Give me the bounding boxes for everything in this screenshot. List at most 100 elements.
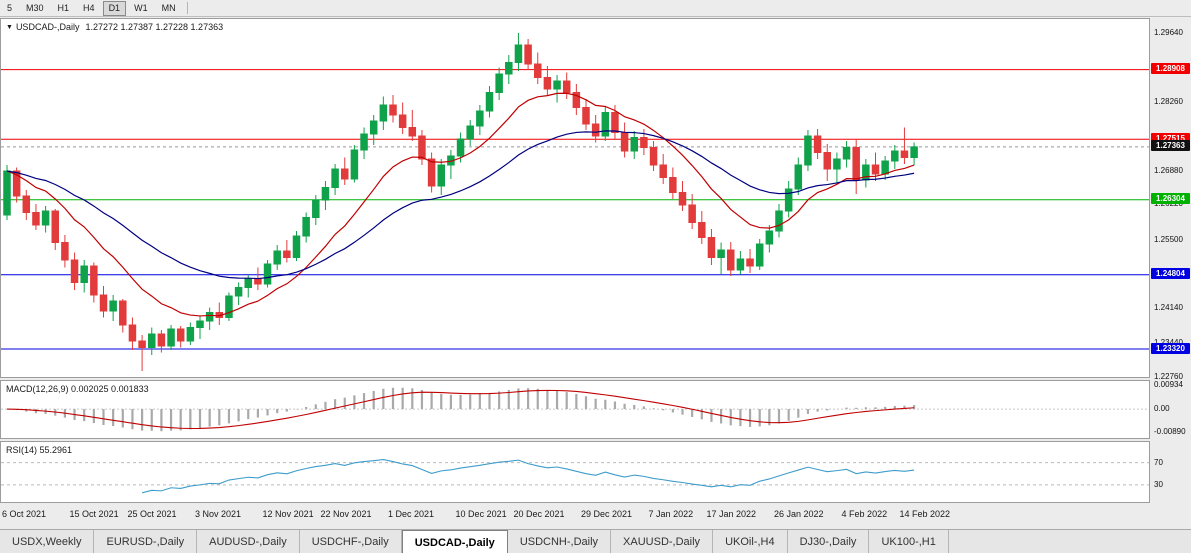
candle-body: [312, 199, 320, 218]
candle-body: [128, 324, 137, 342]
chart-tab-eurusd-daily[interactable]: EURUSD-,Daily: [94, 530, 198, 553]
candle-body: [369, 120, 378, 135]
candle-body: [398, 114, 407, 128]
candle-body: [80, 265, 88, 283]
candle-body: [640, 137, 648, 148]
ma-slow-line: [6, 130, 915, 280]
candle-body: [109, 300, 117, 312]
timeframe-button-mn[interactable]: MN: [161, 2, 176, 13]
candle-body: [22, 195, 31, 213]
timeframe-button-5[interactable]: 5: [7, 2, 13, 13]
candle-body: [418, 135, 426, 160]
level-badge-1.24804: 1.24804: [1151, 268, 1190, 280]
timeframe-button-m30[interactable]: M30: [26, 2, 44, 13]
date-label-17-jan-2022: 17 Jan 2022: [706, 509, 756, 519]
level-badge-1.28908: 1.28908: [1151, 63, 1190, 75]
candle-body: [90, 265, 98, 296]
timeframe-button-d1[interactable]: D1: [102, 0, 127, 16]
candle-body: [408, 127, 417, 137]
symbol-period-label: USDCAD-,Daily: [15, 22, 80, 32]
candle-body: [553, 80, 561, 90]
chart-tab-usdcnh-daily[interactable]: USDCNH-,Daily: [508, 530, 612, 553]
chart-tab-usdx-weekly[interactable]: USDX,Weekly: [0, 530, 95, 553]
date-label-20-dec-2021: 20 Dec 2021: [513, 509, 565, 519]
chart-tab-dj30-daily[interactable]: DJ30-,Daily: [788, 530, 870, 553]
candle-body: [727, 249, 735, 271]
macd-chart[interactable]: [1, 381, 1149, 438]
candle-body: [302, 217, 310, 237]
candle-body: [176, 328, 185, 342]
chart-tab-xauusd-daily[interactable]: XAUUSD-,Daily: [611, 530, 714, 553]
candle-body: [736, 258, 745, 271]
candle-body: [804, 135, 812, 166]
candle-body: [910, 146, 918, 158]
candle-body: [698, 222, 706, 238]
macd-histogram: [15, 387, 916, 432]
rsi-panel[interactable]: RSI(14) 55.2961: [0, 441, 1150, 503]
candle-body: [707, 237, 716, 258]
date-label-12-nov-2021: 12 Nov 2021: [262, 509, 314, 519]
candle-body: [12, 170, 21, 197]
price-tick-1.29640: 1.29640: [1154, 28, 1183, 37]
time-axis[interactable]: 6 Oct 2021 15 Oct 2021 25 Oct 2021 3 Nov 20…: [0, 505, 1150, 527]
candle-body: [157, 333, 166, 347]
macd-tick--0.00890: -0.00890: [1154, 427, 1186, 436]
chart-tab-usdchf-daily[interactable]: USDCHF-,Daily: [300, 530, 402, 553]
date-label-10-dec-2021: 10 Dec 2021: [455, 509, 507, 519]
candle-body: [331, 168, 339, 188]
price-tick-1.26220: 1.26220: [1154, 199, 1183, 208]
candle-body: [678, 192, 687, 206]
current-price-badge: 1.27363: [1151, 140, 1190, 152]
candle-body: [842, 147, 851, 160]
candlestick-chart[interactable]: [1, 19, 1149, 377]
candle-body: [514, 44, 523, 63]
candle-body: [32, 212, 40, 226]
date-label-25-oct-2021: 25 Oct 2021: [127, 509, 177, 519]
timeframe-button-h4[interactable]: H4: [83, 2, 95, 13]
date-label-3-nov-2021: 3 Nov 2021: [195, 509, 242, 519]
candle-body: [244, 278, 252, 288]
timeframe-button-w1[interactable]: W1: [134, 2, 148, 13]
candle-body: [389, 104, 397, 116]
candle-body: [794, 164, 803, 190]
candle-body: [61, 242, 69, 261]
rsi-chart[interactable]: [1, 442, 1149, 502]
candle-body: [321, 187, 330, 201]
price-tick-1.24140: 1.24140: [1154, 303, 1183, 312]
candle-body: [630, 137, 638, 152]
candle-body: [582, 107, 590, 125]
chart-tab-usdcad-daily[interactable]: USDCAD-,Daily: [401, 530, 508, 553]
rsi-line: [141, 459, 915, 494]
candle-body: [505, 62, 513, 75]
macd-label: MACD(12,26,9) 0.002025 0.001833: [6, 384, 149, 394]
candle-body: [813, 135, 822, 153]
price-tick-1.26880: 1.26880: [1154, 166, 1183, 175]
macd-signal-line: [6, 389, 915, 430]
symbol-dropdown-icon: ▼: [6, 24, 13, 31]
candle-body: [543, 77, 552, 90]
chart-tab-uk100-h1[interactable]: UK100-,H1: [869, 530, 949, 553]
price-tick-1.25500: 1.25500: [1154, 235, 1183, 244]
macd-tick-0.00934: 0.00934: [1154, 380, 1183, 389]
candle-body: [119, 300, 127, 326]
date-label-14-feb-2022: 14 Feb 2022: [899, 509, 950, 519]
candle-body: [688, 204, 696, 223]
toolbar-separator: [186, 2, 188, 14]
candle-body: [823, 152, 831, 170]
timeframe-button-h1[interactable]: H1: [57, 2, 70, 13]
candle-body: [456, 138, 465, 157]
macd-panel[interactable]: MACD(12,26,9) 0.002025 0.001833: [0, 380, 1150, 439]
chart-tab-ukoil-h4[interactable]: UKOil-,H4: [713, 530, 788, 553]
rsi-label: RSI(14) 55.2961: [6, 445, 73, 455]
candle-body: [167, 328, 175, 347]
date-label-15-oct-2021: 15 Oct 2021: [69, 509, 119, 519]
candle-body: [70, 259, 79, 283]
chart-tab-audusd-daily[interactable]: AUDUSD-,Daily: [197, 530, 300, 553]
candle-body: [273, 250, 281, 265]
candle-body: [852, 147, 860, 181]
candle-body: [360, 133, 368, 151]
candle-body: [41, 210, 50, 226]
main-chart-panel[interactable]: ▼ USDCAD-,Daily 1.27272 1.27387 1.27228 1.…: [0, 18, 1150, 378]
candle-body: [775, 210, 783, 232]
candle-body: [891, 150, 899, 162]
